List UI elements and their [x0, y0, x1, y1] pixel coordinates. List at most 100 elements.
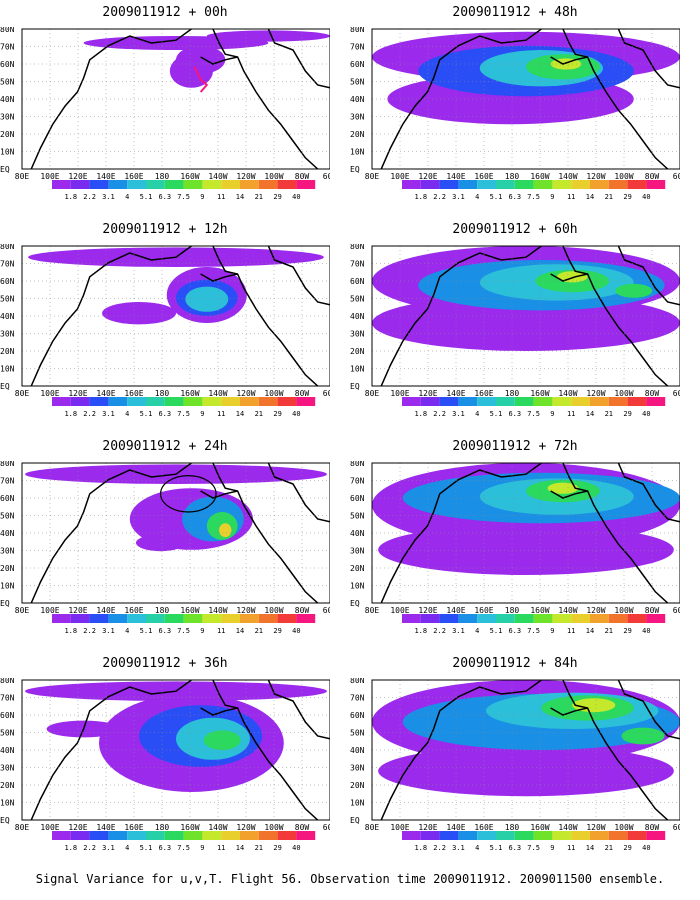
lon-tick-label: 140E: [96, 606, 115, 615]
coastline: [617, 680, 680, 740]
colorbar-swatch: [221, 614, 240, 623]
colorbar-swatch: [258, 614, 278, 623]
lon-tick-label: 80W: [645, 606, 660, 615]
variance-contour: [378, 745, 674, 797]
colorbar-swatch: [477, 614, 496, 623]
lon-tick-label: 140W: [208, 606, 227, 615]
lat-tick-label: 70N: [350, 43, 365, 52]
colorbar-label: 5.1: [490, 627, 503, 635]
lon-tick-label: 60W: [323, 823, 330, 832]
colorbar-swatch: [108, 614, 128, 623]
lon-tick-label: 100W: [614, 389, 633, 398]
colorbar-label: 7.5: [527, 193, 540, 201]
variance-contour: [378, 524, 674, 575]
colorbar-label: 6.3: [508, 193, 521, 201]
lat-tick-label: 50N: [350, 512, 365, 521]
colorbar-swatch: [477, 831, 496, 840]
lon-tick-label: 120W: [586, 172, 605, 181]
lat-tick-label: 50N: [0, 295, 15, 304]
colorbar-label: 7.5: [527, 844, 540, 852]
coastline: [200, 490, 238, 499]
coastline: [617, 29, 680, 89]
lon-tick-label: 160W: [530, 389, 549, 398]
colorbar-swatch: [202, 180, 222, 189]
colorbar-swatch: [89, 397, 109, 406]
colorbar-label: 2.2: [83, 844, 96, 852]
colorbar-swatch: [571, 180, 590, 189]
panel-title: 2009011912 + 00h: [102, 5, 228, 20]
colorbar-label: 9: [200, 193, 204, 201]
lat-tick-label: 10N: [0, 365, 15, 374]
lon-tick-label: 140E: [446, 606, 465, 615]
lon-tick-label: 100W: [614, 823, 633, 832]
colorbar-swatch: [533, 397, 553, 406]
colorbar-swatch: [127, 397, 146, 406]
colorbar: 1.8 2.2 3.1 4 5.1 6.3 7.5 9 11 14 21 29 40: [52, 180, 316, 201]
lon-tick-label: 120E: [418, 172, 437, 181]
coastline: [562, 463, 669, 603]
colorbar-label: 21: [255, 193, 263, 201]
colorbar-label: 40: [292, 410, 300, 418]
variance-contour: [102, 302, 176, 325]
lon-tick-label: 80W: [645, 823, 660, 832]
colorbar-label: 1.8: [64, 844, 77, 852]
colorbar-swatch: [590, 180, 609, 189]
variance-contour: [135, 534, 186, 552]
lat-tick-label: 70N: [350, 477, 365, 486]
variance-contour: [203, 730, 241, 750]
colorbar-label: 29: [623, 410, 631, 418]
lat-tick-label: 70N: [0, 260, 15, 269]
colorbar-swatch: [258, 397, 278, 406]
colorbar-label: 11: [217, 193, 225, 201]
colorbar-swatch: [164, 180, 184, 189]
lon-tick-label: 140W: [208, 172, 227, 181]
colorbar-swatch: [164, 831, 184, 840]
colorbar-label: 29: [273, 627, 281, 635]
lon-tick-label: 140E: [96, 389, 115, 398]
colorbar-swatch: [146, 831, 165, 840]
variance-contour: [556, 271, 588, 283]
lat-tick-label: EQ: [0, 599, 10, 608]
colorbar-swatch: [108, 831, 128, 840]
lon-tick-label: 120E: [418, 823, 437, 832]
colorbar-label: 2.2: [433, 193, 446, 201]
coastline: [212, 29, 319, 169]
map-plot: 80N 70N 60N 50N 40N 30N 20N 10N EQ 80E 100E 120E 140…: [350, 27, 680, 181]
colorbar-label: 29: [623, 193, 631, 201]
lat-tick-label: 50N: [0, 512, 15, 521]
lat-tick-label: 60N: [350, 494, 365, 503]
colorbar-label: 1.8: [414, 844, 427, 852]
lon-tick-label: 120W: [586, 389, 605, 398]
colorbar: 1.8 2.2 3.1 4 5.1 6.3 7.5 9 11 14 21 29 40: [402, 180, 666, 201]
lon-tick-label: 80W: [645, 172, 660, 181]
lat-tick-label: 30N: [0, 113, 15, 122]
colorbar-swatch: [127, 831, 146, 840]
colorbar-swatch: [127, 180, 146, 189]
lon-tick-label: 120W: [236, 606, 255, 615]
lon-tick-label: 80W: [295, 172, 310, 181]
colorbar-swatch: [146, 397, 165, 406]
colorbar-label: 2.2: [83, 410, 96, 418]
lat-tick-label: 20N: [0, 564, 15, 573]
colorbar-label: 11: [567, 410, 575, 418]
lat-tick-label: 10N: [350, 365, 365, 374]
lon-tick-label: 60W: [323, 172, 330, 181]
colorbar-label: 4: [475, 193, 479, 201]
lat-tick-label: 80N: [350, 244, 365, 251]
colorbar-label: 40: [292, 627, 300, 635]
lon-tick-label: 180: [505, 823, 520, 832]
colorbar-label: 6.3: [158, 193, 171, 201]
colorbar-swatch: [552, 831, 572, 840]
panel-title: 2009011912 + 48h: [452, 5, 578, 20]
map-plot: 80N 70N 60N 50N 40N 30N 20N 10N EQ 80E 100E 120E 140…: [0, 244, 330, 398]
colorbar-label: 7.5: [527, 410, 540, 418]
colorbar-swatch: [52, 180, 71, 189]
map-frame: [21, 462, 330, 604]
colorbar-label: 2.2: [83, 193, 96, 201]
lat-tick-label: 20N: [350, 781, 365, 790]
lat-tick-label: 70N: [350, 694, 365, 703]
colorbar-label: 29: [623, 844, 631, 852]
colorbar-swatch: [533, 831, 553, 840]
variance-contour: [185, 286, 229, 312]
colorbar-label: 3.1: [102, 193, 115, 201]
